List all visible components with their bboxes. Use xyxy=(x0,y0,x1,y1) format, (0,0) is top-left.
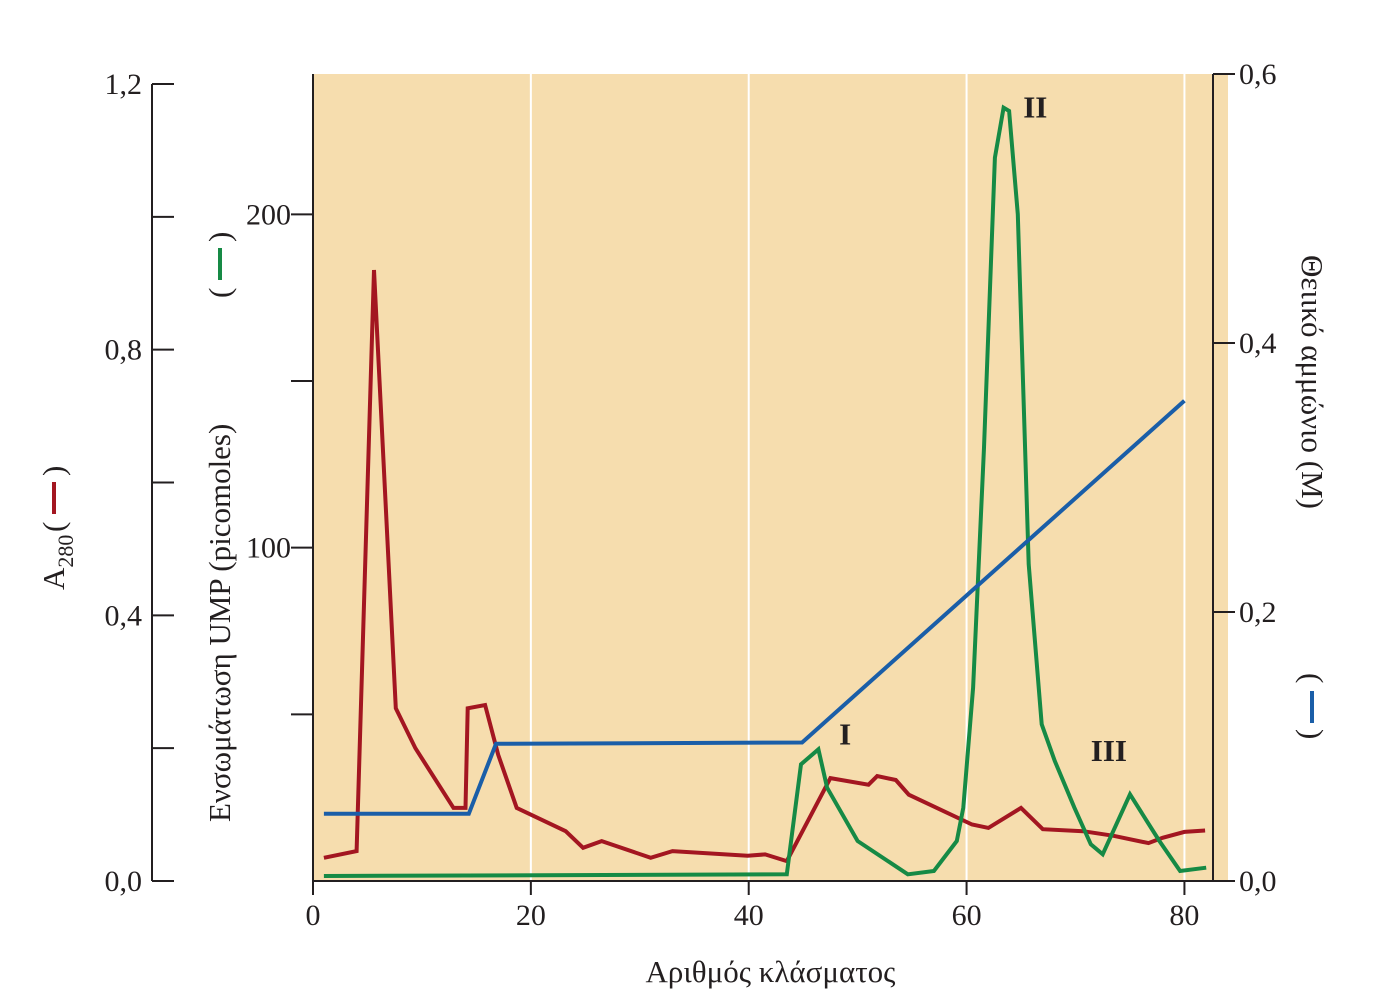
x-tick-label: 40 xyxy=(734,899,764,932)
ammonium-axis-title-close-paren: ) xyxy=(1295,729,1330,739)
ammonium-axis-title-open-paren: ( xyxy=(1295,673,1330,683)
ump-axis-title: Ενσωμάτωση UMP (picomoles) () xyxy=(202,232,237,822)
peak-label-ii: II xyxy=(1023,90,1047,125)
a280-tick-label: 0,4 xyxy=(105,599,143,632)
ammonium-axis-title-text: Θειικό αμμώνιο (M) xyxy=(1295,255,1330,509)
a280-axis-title-text: A280 xyxy=(36,535,78,590)
ump-axis-title-close-paren: ) xyxy=(202,232,237,242)
series-line-ammonium xyxy=(323,399,1186,816)
peak-label-iii: III xyxy=(1091,733,1127,768)
series-line-ump xyxy=(323,104,1207,878)
x-tick-label: 60 xyxy=(952,899,982,932)
series-line-a280 xyxy=(323,269,1206,864)
a280-axis-title-close-paren: ) xyxy=(36,466,71,476)
a280-tick-label: 1,2 xyxy=(105,68,143,101)
ammonium-tick-label: 0,6 xyxy=(1239,58,1277,91)
a280-tick-label: 0,8 xyxy=(105,334,143,367)
ump-axis-title-open-paren: ( xyxy=(202,288,237,298)
x-tick-label: 20 xyxy=(516,899,546,932)
series-layer xyxy=(323,104,1207,878)
ammonium-tick-label: 0,2 xyxy=(1239,596,1277,629)
a280-axis-title-open-paren: ( xyxy=(36,522,71,532)
a280-axis-title: A280 () xyxy=(36,466,78,590)
ump-tick-label: 100 xyxy=(246,532,291,565)
x-axis-title: Αριθμός κλάσματος xyxy=(646,954,896,989)
peak-label-i: I xyxy=(839,716,851,751)
ammonium-axis-title: Θειικό αμμώνιο (M) () xyxy=(1295,255,1330,739)
ammonium-tick-label: 0,0 xyxy=(1239,865,1277,898)
axes: 0 20 40 60 80 0,0 0,4 0,8 1,2 100 200 0,0 0,2 0,4 0,6 xyxy=(105,58,1277,932)
x-tick-label: 80 xyxy=(1169,899,1199,932)
x-tick-label: 0 xyxy=(306,899,321,932)
ump-axis-title-text: Ενσωμάτωση UMP (picomoles) xyxy=(202,424,237,822)
ammonium-tick-label: 0,4 xyxy=(1239,327,1277,360)
ump-tick-label: 200 xyxy=(246,198,291,231)
a280-tick-label: 0,0 xyxy=(105,865,143,898)
a280-axis-title-subscript: 280 xyxy=(53,535,78,568)
